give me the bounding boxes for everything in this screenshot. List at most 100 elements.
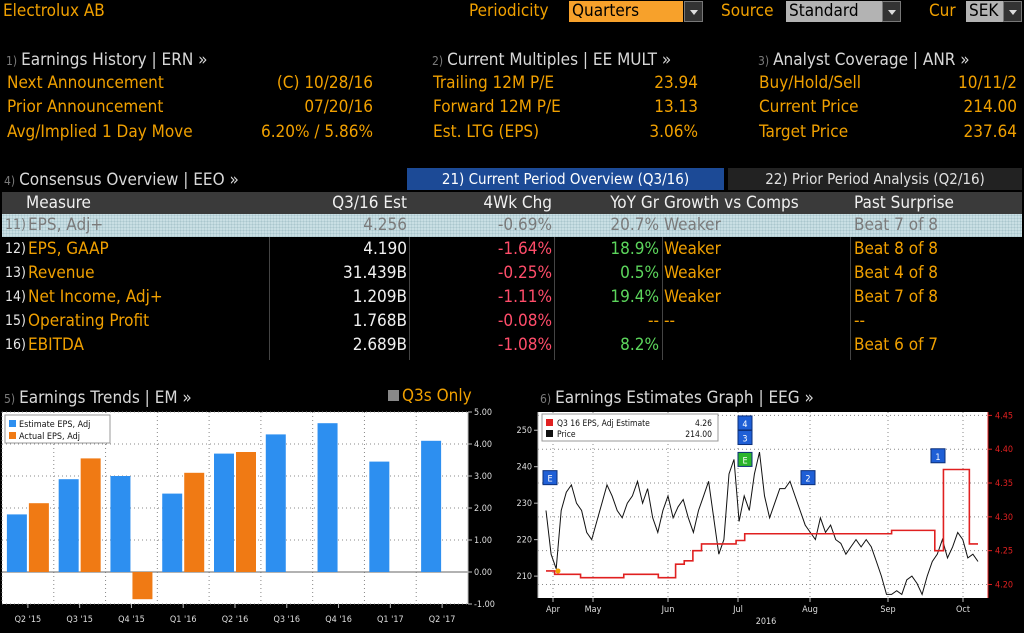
bar-actual bbox=[132, 572, 153, 600]
legend-box bbox=[4, 414, 111, 444]
legend-swatch bbox=[546, 430, 553, 437]
cell-past-surprise: Beat 4 of 8 bbox=[854, 263, 939, 283]
next-announcement-value: (C) 10/28/16 bbox=[276, 73, 373, 93]
col-growth-vs-comps[interactable]: Growth vs Comps bbox=[664, 193, 799, 213]
x-tick-label: Q1 '17 bbox=[377, 615, 404, 625]
earnings-trends-chart: 5.00 4.00 3.00 2.00 1.00 0.00 -1.00 Q2 '15 Q3 '1… bbox=[1, 408, 495, 625]
x-tick-label: Sep bbox=[880, 605, 895, 615]
estimates-graph-header[interactable]: 6) Earnings Estimates Graph | EEG » bbox=[540, 388, 814, 408]
event-marker bbox=[737, 430, 753, 446]
bar-estimate bbox=[265, 434, 286, 572]
checkbox-icon[interactable] bbox=[388, 390, 399, 401]
earnings-history-header[interactable]: 1) Earnings History | ERN » bbox=[6, 50, 208, 70]
col-4wk-change[interactable]: 4Wk Chg bbox=[483, 193, 552, 213]
estimate-line bbox=[546, 468, 978, 579]
source-dropdown[interactable]: Standard bbox=[786, 1, 882, 22]
row-index: 13) bbox=[5, 265, 26, 281]
y-tick-label-left: 210 bbox=[517, 572, 532, 582]
legend-value: 4.26 bbox=[695, 419, 712, 429]
legend-label: Actual EPS, Adj bbox=[19, 432, 80, 442]
x-tick-label: Aug bbox=[802, 605, 818, 615]
earnings-trends-header[interactable]: 5) Earnings Trends | EM » bbox=[4, 388, 192, 408]
table-row[interactable]: 15) Operating Profit 1.768B -0.08% -- -- -- bbox=[2, 310, 1022, 333]
currency-label: Cur bbox=[929, 1, 956, 21]
next-announcement-label: Next Announcement bbox=[7, 73, 164, 93]
cell-4wk-change: -1.11% bbox=[497, 287, 552, 307]
y-tick-label: 4.00 bbox=[474, 440, 492, 450]
top-bar: Electrolux AB Periodicity Quarters Sourc… bbox=[0, 0, 1024, 24]
table-header: Measure Q3/16 Est 4Wk Chg YoY Gr Growth … bbox=[2, 192, 1022, 214]
event-marker bbox=[800, 470, 816, 486]
cell-4wk-change: -0.25% bbox=[497, 263, 552, 283]
col-estimate[interactable]: Q3/16 Est bbox=[332, 193, 407, 213]
cell-estimate: 4.256 bbox=[363, 215, 407, 235]
buy-hold-sell-label: Buy/Hold/Sell bbox=[759, 73, 861, 93]
bar-actual bbox=[184, 472, 205, 572]
consensus-overview-header[interactable]: 4) Consensus Overview | EEO » bbox=[4, 170, 239, 190]
bar-actual bbox=[236, 452, 256, 572]
q3s-only-label: Q3s Only bbox=[402, 386, 472, 406]
cell-4wk-change: -1.08% bbox=[497, 335, 552, 355]
column-divider bbox=[662, 214, 663, 360]
bar-actual bbox=[80, 458, 101, 572]
y-tick-label-left: 250 bbox=[517, 426, 532, 436]
col-past-surprise[interactable]: Past Surprise bbox=[854, 193, 954, 213]
cell-measure: Revenue bbox=[28, 263, 95, 283]
cell-4wk-change: -0.08% bbox=[497, 311, 552, 331]
cell-measure: EPS, GAAP bbox=[28, 239, 109, 259]
event-marker-label: 3 bbox=[742, 435, 747, 445]
periodicity-chevron-down-icon[interactable] bbox=[684, 1, 703, 22]
x-tick-label: May bbox=[585, 605, 602, 615]
table-row[interactable]: 14) Net Income, Adj+ 1.209B -1.11% 19.4% Weak… bbox=[2, 286, 1022, 309]
x-tick-label: Q4 '15 bbox=[118, 615, 145, 625]
cell-estimate: 1.209B bbox=[352, 287, 407, 307]
bar-estimate bbox=[369, 461, 390, 572]
source-label: Source bbox=[721, 1, 774, 21]
periodicity-label: Periodicity bbox=[469, 1, 549, 21]
table-row[interactable]: 16) EBITDA 2.689B -1.08% 8.2% Beat 6 of 7 bbox=[2, 334, 1022, 357]
cell-yoy-growth: 19.4% bbox=[610, 287, 659, 307]
col-yoy-growth[interactable]: YoY Gr bbox=[610, 193, 659, 213]
source-chevron-down-icon[interactable] bbox=[882, 1, 901, 22]
currency-dropdown[interactable]: SEK bbox=[966, 1, 1003, 22]
periodicity-dropdown[interactable]: Quarters bbox=[569, 1, 683, 22]
cell-past-surprise: Beat 7 of 8 bbox=[854, 215, 939, 235]
cell-4wk-change: -0.69% bbox=[497, 215, 552, 235]
cell-estimate: 2.689B bbox=[352, 335, 407, 355]
y-tick-label-left: 230 bbox=[517, 499, 532, 509]
table-row[interactable]: 13) Revenue 31.439B -0.25% 0.5% Weaker Beat 4 … bbox=[2, 262, 1022, 285]
table-row[interactable]: 12) EPS, GAAP 4.190 -1.64% 18.9% Weaker Beat 8… bbox=[2, 238, 1022, 261]
tab-prior-period[interactable]: 22) Prior Period Analysis (Q2/16) bbox=[728, 168, 1022, 190]
analyst-coverage-header[interactable]: 3) Analyst Coverage | ANR » bbox=[758, 50, 970, 70]
column-divider bbox=[554, 214, 555, 360]
table-row[interactable]: 11) EPS, Adj+ 4.256 -0.69% 20.7% Weaker Beat 7… bbox=[2, 214, 1022, 237]
cell-estimate: 31.439B bbox=[343, 263, 407, 283]
bar-estimate bbox=[162, 493, 183, 572]
column-divider bbox=[269, 214, 270, 360]
x-tick-label: Oct bbox=[956, 605, 970, 615]
event-marker-label: E bbox=[742, 456, 747, 466]
section-number: 6) bbox=[540, 392, 552, 406]
company-name: Electrolux AB bbox=[3, 1, 105, 21]
cell-growth-vs-comps: Weaker bbox=[664, 239, 721, 259]
q3s-only-toggle[interactable]: Q3s Only bbox=[388, 386, 472, 406]
row-index: 11) bbox=[5, 217, 26, 233]
y-tick-label: 0.00 bbox=[474, 568, 492, 578]
implied-move-label: Avg/Implied 1 Day Move bbox=[7, 122, 193, 142]
implied-move-value: 6.20% / 5.86% bbox=[260, 122, 373, 142]
bar-estimate bbox=[110, 476, 131, 572]
current-multiples-header[interactable]: 2) Current Multiples | EE MULT » bbox=[432, 50, 671, 70]
section-number: 4) bbox=[4, 174, 16, 188]
tab-current-period[interactable]: 21) Current Period Overview (Q3/16) bbox=[407, 168, 724, 190]
currency-chevron-down-icon[interactable] bbox=[1003, 1, 1022, 22]
legend-swatch bbox=[9, 432, 16, 439]
cell-past-surprise: Beat 8 of 8 bbox=[854, 239, 939, 259]
cell-growth-vs-comps: Weaker bbox=[664, 287, 721, 307]
event-marker-label: 2 bbox=[805, 475, 810, 485]
cell-yoy-growth: 20.7% bbox=[610, 215, 659, 235]
trailing-pe-label: Trailing 12M P/E bbox=[433, 73, 555, 93]
legend-swatch bbox=[546, 419, 553, 426]
section-title: Earnings Trends | EM » bbox=[19, 388, 192, 408]
current-price-value: 214.00 bbox=[963, 97, 1018, 117]
col-measure[interactable]: Measure bbox=[26, 193, 91, 213]
